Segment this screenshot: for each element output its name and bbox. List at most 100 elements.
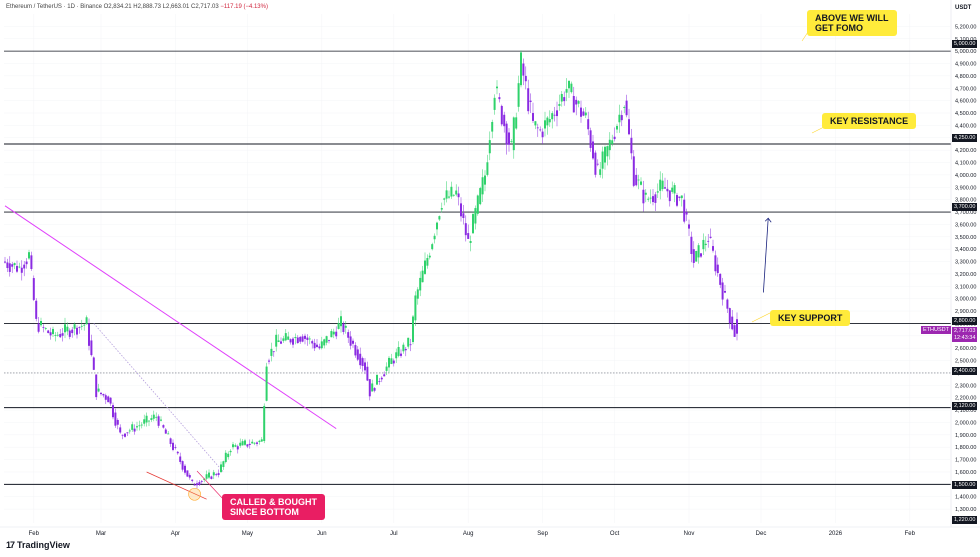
candle-body: [277, 340, 280, 343]
candle-body: [692, 249, 695, 263]
candle-body: [668, 190, 671, 202]
candle-body: [56, 334, 59, 336]
price-tick-label: 2,500.00: [955, 359, 976, 365]
candle-body: [289, 339, 292, 343]
candle-body: [664, 187, 666, 189]
candle-body: [330, 331, 333, 338]
time-tick-label: Dec: [756, 531, 767, 537]
candle-body: [200, 480, 203, 482]
trendlines[interactable]: [4, 205, 337, 501]
candle-body: [145, 415, 148, 423]
candle-body: [6, 262, 9, 269]
candle-body: [90, 340, 93, 356]
candle-body: [476, 195, 479, 214]
candle-body: [623, 106, 626, 108]
price-tick-label: 4,400.00: [955, 123, 976, 129]
candle-body: [532, 113, 534, 121]
candle-body: [256, 442, 258, 444]
fomo-note[interactable]: ABOVE WE WILL GET FOMO: [807, 10, 897, 36]
candle-body: [582, 111, 585, 116]
trendline[interactable]: [146, 471, 207, 500]
candle-body: [198, 482, 201, 485]
candle-body: [282, 338, 285, 341]
candle-body: [49, 332, 52, 336]
candle-body: [217, 473, 220, 475]
candle-body: [599, 169, 602, 175]
candle-body: [628, 119, 630, 135]
candle-body: [25, 261, 28, 265]
candle-body: [493, 97, 496, 110]
candle-body: [443, 198, 446, 200]
candle-body: [47, 330, 50, 334]
candle-body: [505, 123, 508, 145]
candle-body: [577, 101, 580, 104]
candle-body: [637, 179, 640, 181]
candle-body: [275, 334, 278, 347]
price-tick-label: 1,600.00: [955, 470, 976, 476]
candle-body: [392, 360, 395, 364]
candle-body: [407, 337, 410, 347]
time-tick-label: Feb: [905, 531, 916, 537]
price-tag-2800: 2,800.00: [952, 317, 978, 325]
candle-body: [652, 196, 654, 203]
candle-body: [604, 146, 606, 163]
arrow-drawing[interactable]: [196, 28, 827, 501]
candle-body: [83, 324, 86, 326]
candle-body: [280, 341, 282, 344]
time-axis[interactable]: Feb Mar Apr May Jun Jul Aug Sep Oct Nov Dec 2026 Feb: [0, 526, 980, 537]
candle-body: [709, 236, 712, 238]
candle-body: [169, 438, 172, 444]
candle-body: [431, 244, 434, 250]
bottom-marker[interactable]: [188, 487, 201, 501]
candle-body: [311, 341, 314, 344]
time-tick-label: May: [242, 531, 253, 537]
candle-body: [580, 107, 582, 117]
candle-body: [496, 86, 498, 89]
price-tick-label: 2,600.00: [955, 346, 976, 352]
candle-body: [498, 97, 501, 100]
price-tick-label: 4,500.00: [955, 111, 976, 117]
candle-body: [676, 195, 678, 206]
price-tag-1500: 1,500.00: [952, 481, 978, 489]
candle-body: [95, 374, 98, 398]
price-tag-3700: 3,700.00: [952, 203, 978, 211]
candle-body: [632, 156, 635, 186]
candle-body: [16, 265, 18, 272]
candle-body: [140, 424, 143, 426]
candle-body: [244, 440, 246, 445]
key-support-note[interactable]: KEY SUPPORT: [770, 310, 851, 326]
candle-body: [469, 241, 472, 243]
key-resistance-note[interactable]: KEY RESISTANCE: [822, 113, 917, 129]
candle-body: [371, 383, 374, 392]
candle-body: [539, 129, 542, 131]
candle-body: [181, 461, 184, 470]
candle-body: [342, 323, 345, 332]
candle-body: [654, 194, 657, 203]
candle-body: [316, 344, 318, 348]
candle-body: [503, 114, 506, 127]
tradingview-brand[interactable]: 17 TradingView: [6, 540, 70, 550]
candle-body: [112, 405, 114, 418]
up-arrow-icon[interactable]: [763, 218, 769, 293]
time-tick-label: Mar: [96, 531, 106, 537]
candle-body: [481, 177, 484, 195]
candle-body: [666, 188, 669, 192]
candle-body: [548, 119, 551, 123]
candle-body: [59, 334, 62, 338]
candle-body: [383, 374, 386, 377]
price-tag-2120: 2,120.00: [952, 402, 978, 410]
candle-body: [704, 243, 707, 246]
candle-body: [685, 212, 688, 215]
candle-body: [572, 96, 575, 113]
ohlc-values: O2,834.21 H2,888.73 L2,663.01 C2,717.03: [103, 4, 219, 10]
candle-body: [601, 151, 604, 169]
candle-body: [162, 425, 165, 428]
candle-body: [179, 456, 182, 462]
trendline[interactable]: [4, 205, 337, 430]
price-axis[interactable]: 1,300.00 1,400.00 1,500.00 1,600.00 1,700.00…: [950, 0, 980, 557]
candle-body: [85, 317, 88, 325]
candle-body: [594, 152, 597, 175]
candle-body: [20, 267, 23, 273]
bottom-note[interactable]: CALLED & BOUGHT SINCE BOTTOM: [222, 494, 325, 520]
